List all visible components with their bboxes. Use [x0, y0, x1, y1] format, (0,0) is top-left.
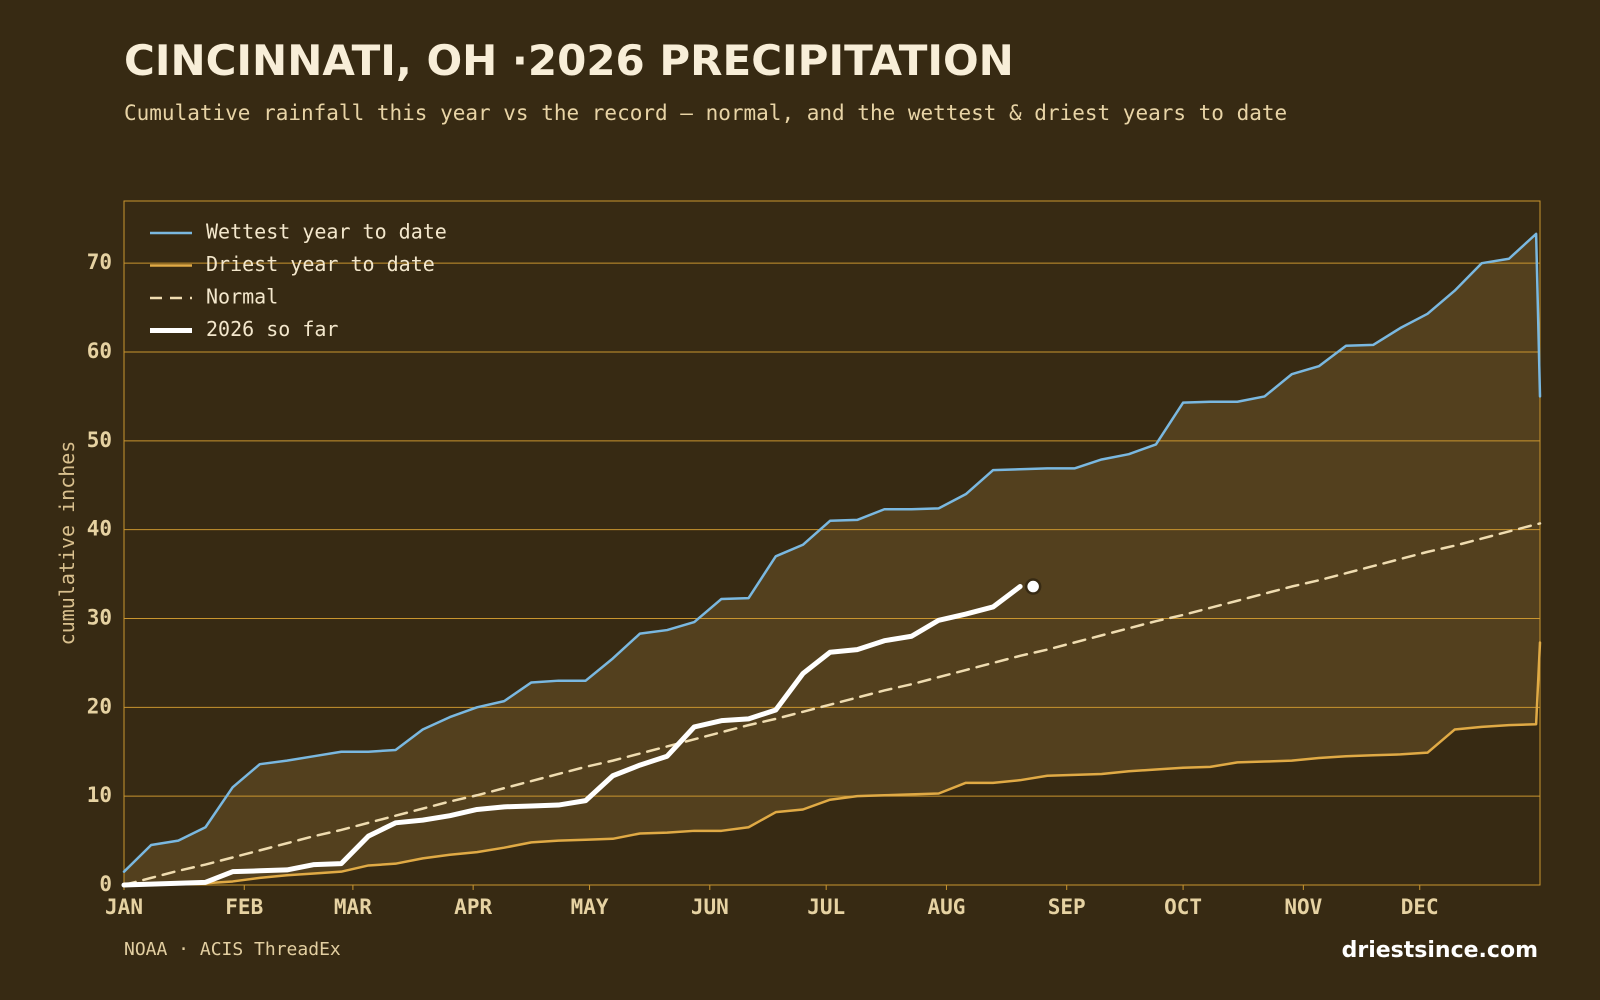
x-tick-label: DEC [1401, 895, 1439, 919]
source: NOAA · ACIS ThreadEx [124, 939, 341, 960]
y-tick-label: 40 [87, 517, 112, 541]
x-tick-label: OCT [1164, 895, 1202, 919]
x-tick-label: NOV [1284, 895, 1322, 919]
y-tick-label: 20 [87, 694, 112, 718]
x-tick-label: JAN [105, 895, 143, 919]
series-line [122, 641, 1542, 887]
series-line [122, 232, 1542, 873]
y-tick-label: 30 [87, 606, 112, 630]
legend-label: Driest year to date [206, 252, 435, 276]
y-tick-label: 50 [87, 428, 112, 452]
y-tick-label: 0 [99, 872, 112, 896]
end-marker [1024, 578, 1042, 595]
y-tick-label: 60 [87, 339, 112, 363]
x-tick-label: JUL [807, 895, 845, 919]
legend-label: Normal [206, 285, 278, 309]
series-line [122, 522, 1542, 887]
plot-frame [123, 200, 1541, 886]
y-axis-label: cumulative inches [55, 441, 79, 646]
chart-title: CINCINNATI, OH ·2026 PRECIPITATION [124, 36, 1014, 85]
legend-label: 2026 so far [206, 317, 338, 341]
x-tick-label: MAR [334, 895, 372, 919]
brand: driestsince.com [1342, 938, 1538, 963]
range-band [124, 233, 1540, 885]
x-tick-label: FEB [225, 895, 263, 919]
y-tick-label: 10 [87, 783, 112, 807]
x-tick-label: MAY [571, 895, 609, 919]
chart-subtitle: Cumulative rainfall this year vs the rec… [124, 101, 1287, 125]
x-tick-label: APR [454, 895, 492, 919]
legend-label: Wettest year to date [206, 220, 447, 244]
x-tick-label: JUN [691, 895, 729, 919]
series-line [121, 584, 1023, 888]
x-tick-label: AUG [927, 895, 965, 919]
x-tick-label: SEP [1048, 895, 1086, 919]
y-tick-label: 70 [87, 250, 112, 274]
